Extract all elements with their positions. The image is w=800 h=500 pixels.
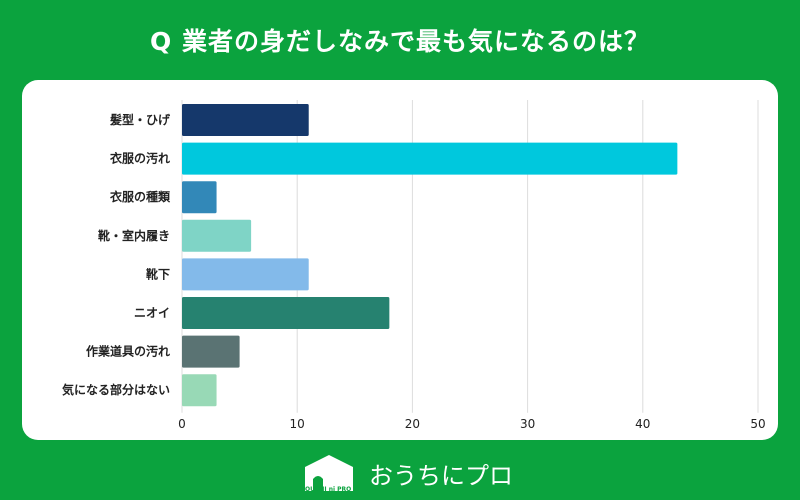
bar xyxy=(182,142,678,175)
x-tick-label: 20 xyxy=(405,417,420,431)
brand-name: おうちにプロ xyxy=(369,461,513,490)
bar xyxy=(182,374,217,407)
page-title: Q 業者の身だしなみで最も気になるのは？ xyxy=(150,27,650,56)
bar xyxy=(182,181,217,214)
category-label: 髪型・ひげ xyxy=(109,112,171,127)
category-label: 作業道具の汚れ xyxy=(86,344,170,359)
house-logo-icon: OUCHI ni PRO xyxy=(303,453,355,493)
footer: OUCHI ni PRO おうちにプロ xyxy=(303,452,513,494)
category-label: ニオイ xyxy=(134,306,170,320)
bar xyxy=(182,258,309,291)
category-label: 気になる部分はない xyxy=(62,382,170,397)
category-label: 靴下 xyxy=(146,266,170,281)
x-tick-label: 10 xyxy=(290,417,305,431)
x-tick-label: 40 xyxy=(635,417,650,431)
x-tick-label: 30 xyxy=(520,417,535,431)
bar xyxy=(182,297,390,329)
bar xyxy=(182,335,240,368)
category-label: 衣服の種類 xyxy=(110,189,171,204)
x-tick-label: 50 xyxy=(750,417,765,431)
logo-text: OUCHI ni PRO xyxy=(305,486,352,493)
chart-card xyxy=(22,80,778,440)
bar xyxy=(182,219,252,252)
bar xyxy=(182,104,309,136)
x-tick-label: 0 xyxy=(178,417,186,431)
category-label: 靴・室内履き xyxy=(98,228,170,243)
category-label: 衣服の汚れ xyxy=(110,151,170,166)
